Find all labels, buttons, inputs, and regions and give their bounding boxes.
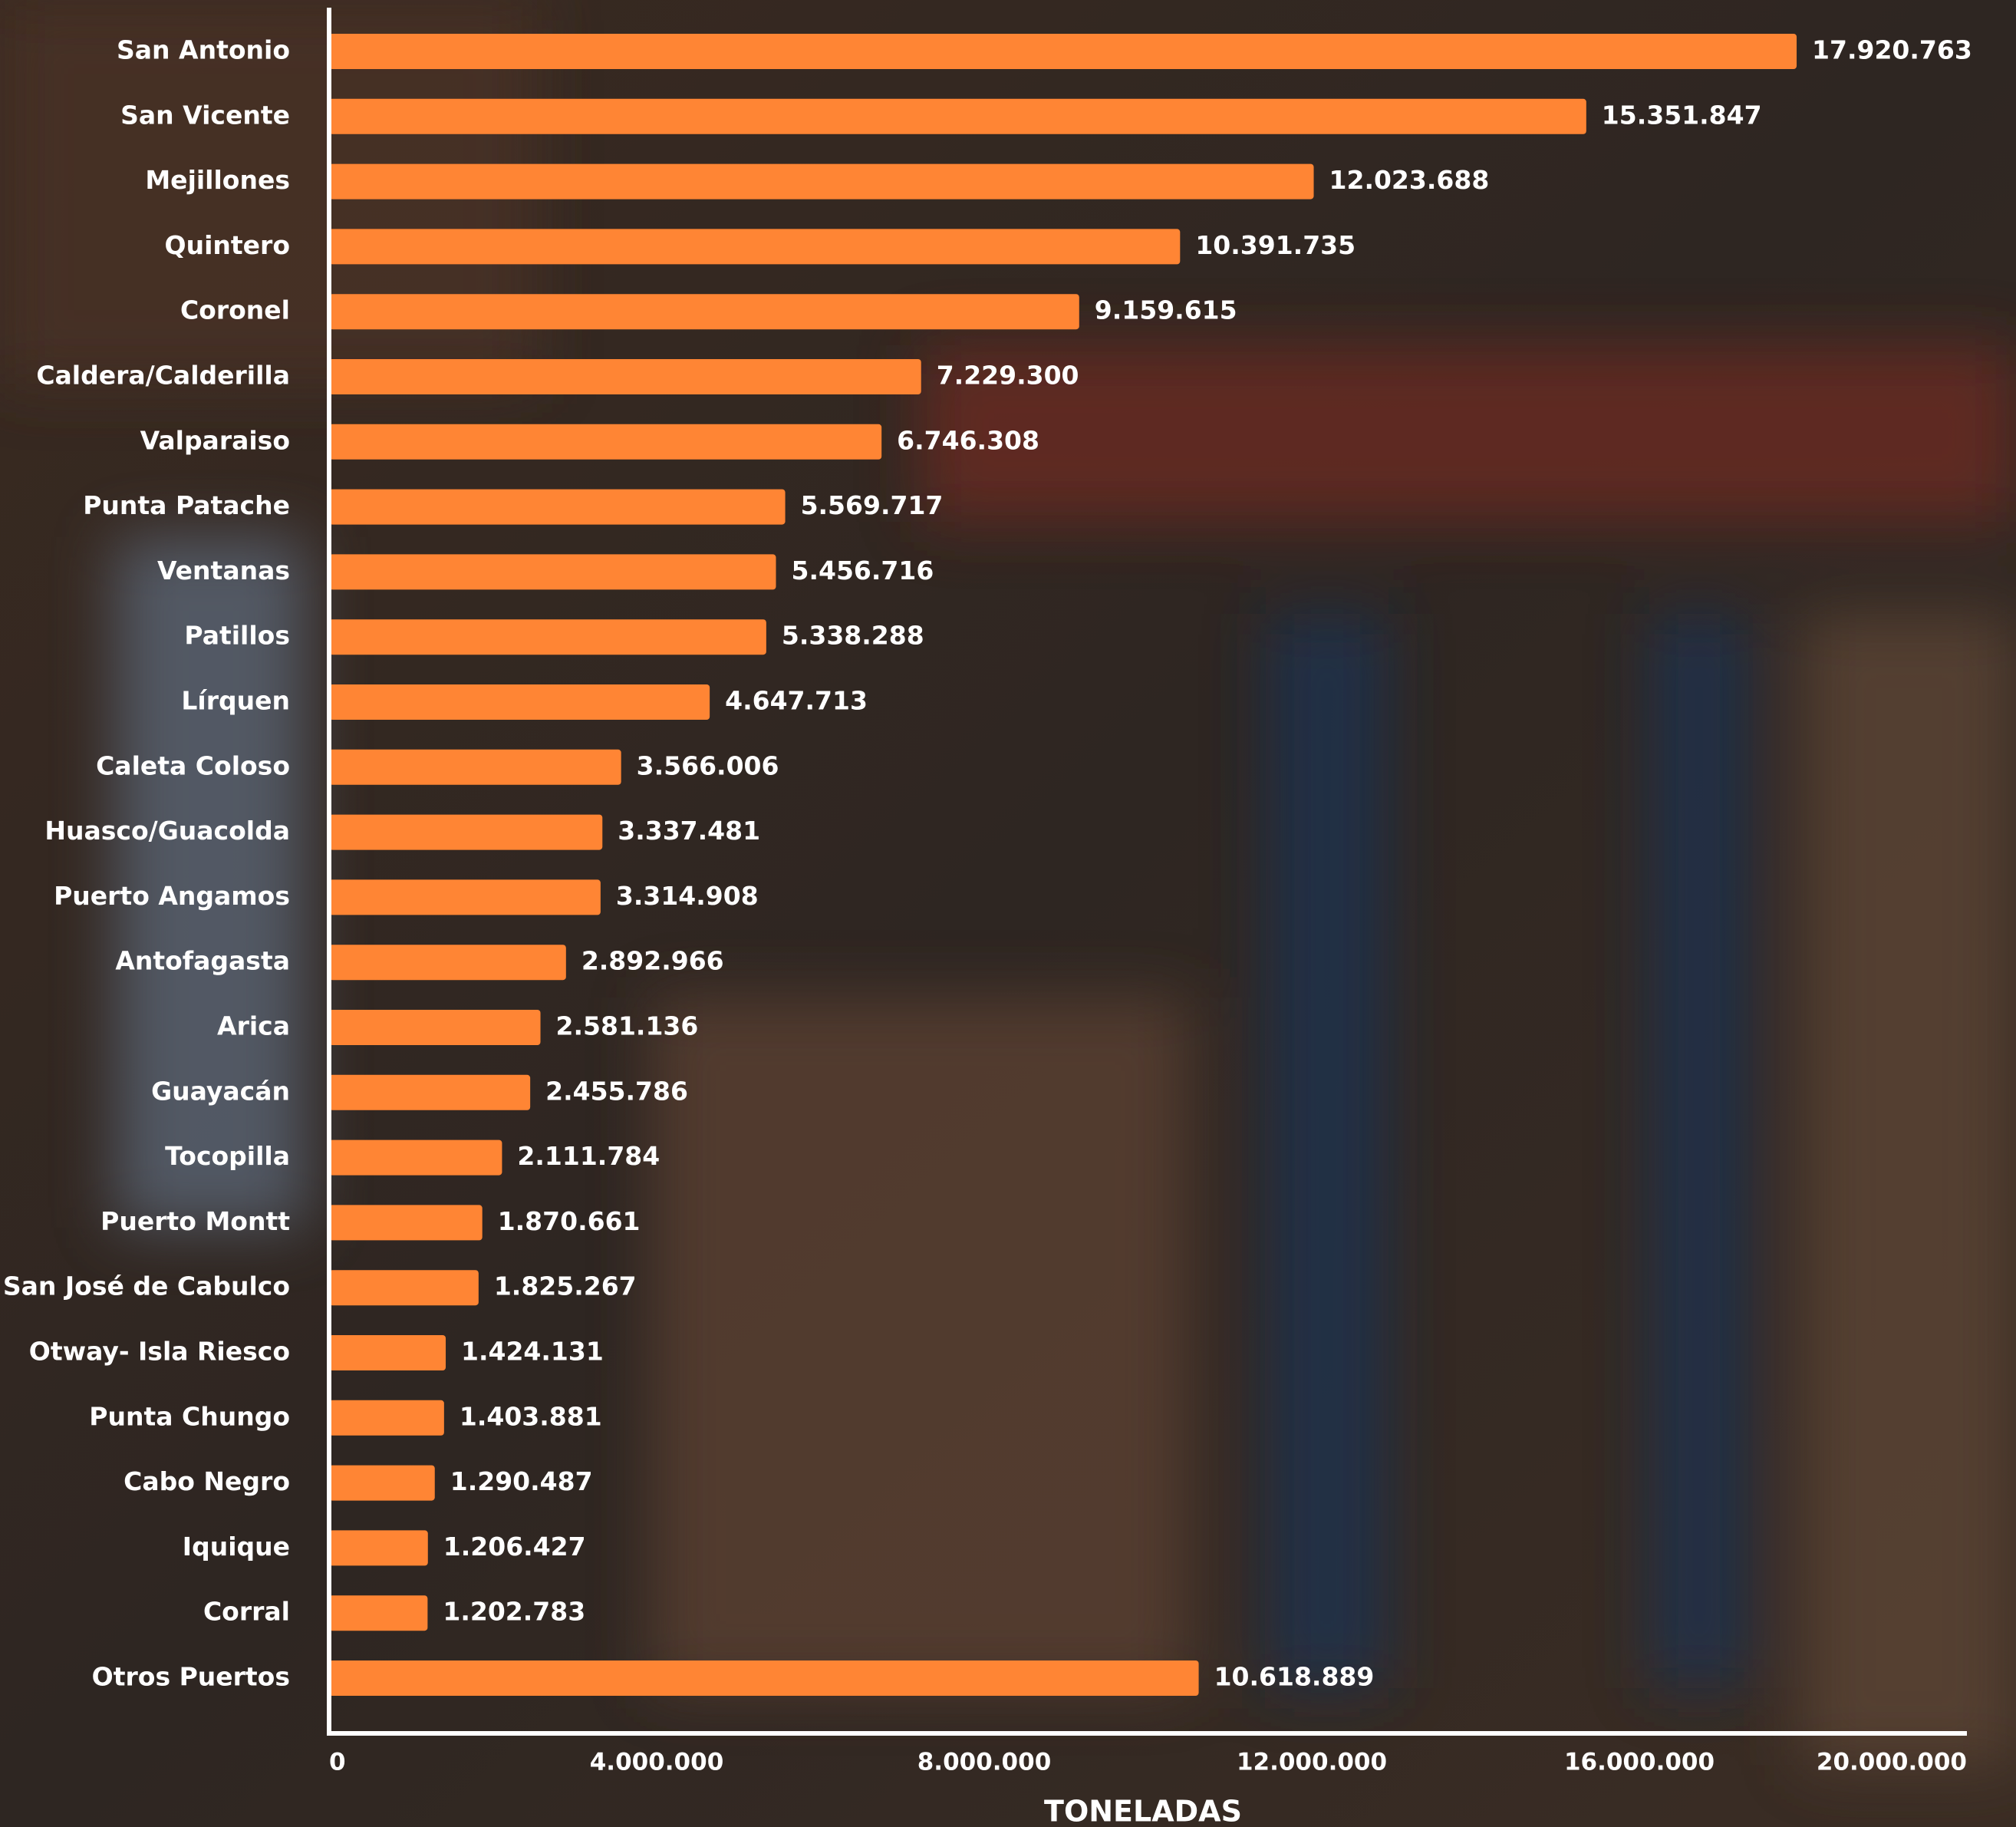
y-tick-label: Antofagasta <box>115 946 290 976</box>
bar <box>329 750 621 785</box>
bar <box>329 1530 428 1565</box>
value-label: 2.581.136 <box>556 1011 699 1041</box>
value-label: 3.337.481 <box>618 816 760 846</box>
y-tick-label: San Vicente <box>120 100 290 130</box>
bar <box>329 359 921 394</box>
bar <box>329 554 776 589</box>
bar <box>329 1466 435 1501</box>
y-tick-label: Caleta Coloso <box>96 750 290 780</box>
y-tick-label: Otros Puertos <box>92 1662 290 1692</box>
value-label: 1.870.661 <box>498 1206 641 1236</box>
bar <box>329 1595 427 1631</box>
bar <box>329 1400 444 1436</box>
value-label: 12.023.688 <box>1329 165 1490 195</box>
bar <box>329 619 766 655</box>
y-tick-label: Puerto Montt <box>100 1206 290 1236</box>
bar <box>329 1075 530 1110</box>
value-label: 9.159.615 <box>1095 295 1237 325</box>
value-label: 5.569.717 <box>801 490 944 520</box>
bar <box>329 424 881 460</box>
y-tick-label: Huasco/Guacolda <box>44 816 290 846</box>
y-tick-label: Caldera/Calderilla <box>36 361 290 391</box>
value-label: 15.351.847 <box>1602 100 1762 130</box>
value-label: 6.746.308 <box>897 425 1039 455</box>
bar <box>329 1270 479 1305</box>
y-tick-label: Cabo Negro <box>124 1466 290 1496</box>
bar <box>329 490 786 525</box>
y-tick-label: San Antonio <box>117 35 290 65</box>
value-label: 2.892.966 <box>581 946 724 976</box>
value-label: 3.314.908 <box>616 881 759 911</box>
y-tick-label: Iquique <box>183 1532 290 1562</box>
chart: TONELADAS 0 4.000.000 8.000.000 12.000.000 1… <box>0 0 2016 1827</box>
value-label: 1.202.783 <box>443 1597 585 1627</box>
y-tick-label: Otway- Isla Riesco <box>29 1337 290 1367</box>
value-label: 3.566.006 <box>637 750 779 780</box>
bar <box>329 1140 502 1176</box>
y-tick-label: Arica <box>217 1011 290 1041</box>
x-tick-label: 12.000.000 <box>1237 1749 1387 1776</box>
y-tick-label: Tocopilla <box>165 1141 290 1171</box>
value-label: 7.229.300 <box>937 361 1079 391</box>
value-label: 1.290.487 <box>450 1466 593 1496</box>
y-tick-label: Guayacán <box>151 1076 290 1106</box>
x-tick-label: 0 <box>329 1749 346 1776</box>
bar <box>329 945 566 980</box>
bar <box>329 879 601 915</box>
y-tick-label: Mejillones <box>145 165 290 195</box>
bar <box>329 1205 483 1240</box>
y-tick-label: Corral <box>203 1597 290 1627</box>
bar <box>329 229 1180 264</box>
x-tick-label: 16.000.000 <box>1564 1749 1715 1776</box>
bar <box>329 1335 446 1370</box>
bar <box>329 294 1079 329</box>
y-tick-label: Ventanas <box>157 556 290 585</box>
value-label: 10.618.889 <box>1214 1662 1375 1692</box>
y-tick-label: Punta Patache <box>83 490 290 520</box>
bar <box>329 164 1314 200</box>
value-label: 2.455.786 <box>545 1076 688 1106</box>
value-label: 1.206.427 <box>443 1532 586 1562</box>
y-tick-label: Valparaiso <box>140 425 290 455</box>
x-tick-label: 4.000.000 <box>590 1749 724 1776</box>
value-label: 1.403.881 <box>460 1401 602 1431</box>
y-tick-label: Lírquen <box>181 686 290 716</box>
value-label: 17.920.763 <box>1812 35 1972 65</box>
bar <box>329 815 602 850</box>
y-tick-label: Quintero <box>165 230 290 260</box>
bar <box>329 1660 1199 1696</box>
bar <box>329 1010 541 1045</box>
value-label: 5.338.288 <box>782 621 924 651</box>
x-tick-label: 20.000.000 <box>1817 1749 1967 1776</box>
y-tick-label: Coronel <box>180 295 290 325</box>
y-tick-label: Punta Chungo <box>89 1401 290 1431</box>
value-label: 1.825.267 <box>494 1271 637 1301</box>
bar <box>329 99 1586 134</box>
bar <box>329 34 1797 69</box>
bar <box>329 684 710 720</box>
value-label: 1.424.131 <box>461 1337 604 1367</box>
y-tick-label: Puerto Angamos <box>54 881 290 911</box>
value-label: 5.456.716 <box>792 556 934 585</box>
y-tick-label: San José de Cabulco <box>3 1271 290 1301</box>
y-tick-label: Patillos <box>184 621 290 651</box>
x-axis-title: TONELADAS <box>1044 1795 1242 1827</box>
value-label: 10.391.735 <box>1195 230 1356 260</box>
value-label: 2.111.784 <box>517 1141 660 1171</box>
x-tick-label: 8.000.000 <box>917 1749 1052 1776</box>
value-label: 4.647.713 <box>725 686 868 716</box>
